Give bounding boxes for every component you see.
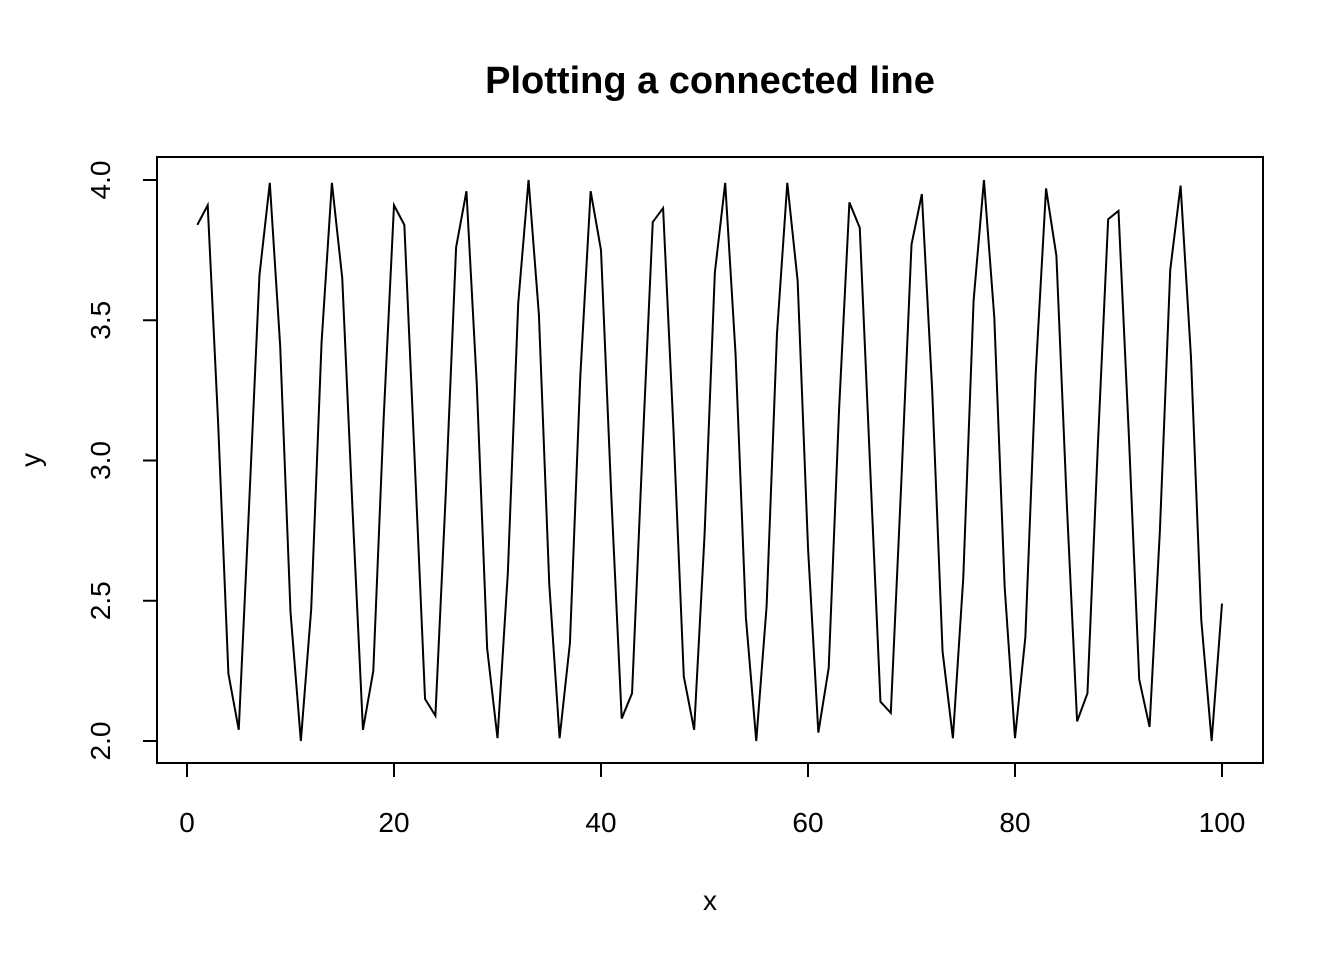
chart-title: Plotting a connected line [485,60,935,102]
y-tick-label: 3.0 [85,441,116,480]
x-tick-label: 0 [179,807,195,838]
y-axis: 2.0 2.5 3.0 3.5 4.0 [85,161,158,761]
x-axis-label: x [703,885,717,916]
y-tick-label: 2.0 [85,722,116,761]
x-tick-label: 80 [999,807,1030,838]
x-tick-label: 100 [1199,807,1246,838]
x-tick-label: 40 [585,807,616,838]
y-tick-label: 3.5 [85,301,116,340]
x-tick-label: 60 [792,807,823,838]
series-layer [196,179,1223,742]
y-tick-label: 2.5 [85,581,116,620]
y-axis-label: y [15,453,46,467]
series-line [196,179,1223,742]
y-tick-label: 4.0 [85,161,116,200]
x-tick-label: 20 [378,807,409,838]
x-axis: 0 20 40 60 80 100 [179,762,1246,838]
